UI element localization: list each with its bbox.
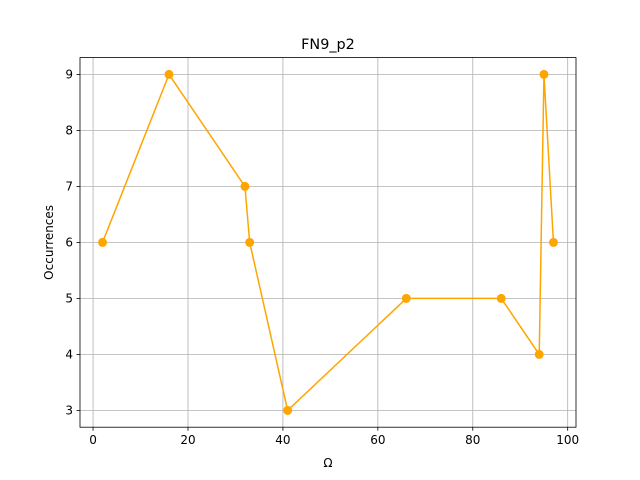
y-tick-label: 3 xyxy=(65,404,73,418)
y-tick-label: 7 xyxy=(65,180,73,194)
y-tick-label: 4 xyxy=(65,348,73,362)
y-axis-label: Occurrences xyxy=(42,205,56,280)
data-point xyxy=(98,237,108,247)
x-tick-label: 100 xyxy=(556,433,579,447)
data-point xyxy=(245,237,255,247)
data-point xyxy=(534,349,544,359)
data-point xyxy=(283,405,293,415)
x-tick-label: 20 xyxy=(180,433,195,447)
data-point xyxy=(401,293,411,303)
x-tick-label: 40 xyxy=(275,433,290,447)
y-tick-label: 5 xyxy=(65,292,73,306)
chart-title: FN9_p2 xyxy=(301,37,355,53)
axis-ticks: 0 20 40 60 80 100 3 4 5 6 7 8 9 xyxy=(65,68,579,448)
y-tick-label: 6 xyxy=(65,236,73,250)
x-tick-label: 80 xyxy=(465,433,480,447)
y-tick-label: 8 xyxy=(65,124,73,138)
x-tick-label: 0 xyxy=(89,433,97,447)
x-axis-label: Ω xyxy=(323,456,332,470)
y-tick-label: 9 xyxy=(65,68,73,82)
data-point xyxy=(548,237,558,247)
x-tick-label: 60 xyxy=(370,433,385,447)
data-point xyxy=(539,69,549,79)
grid xyxy=(80,57,576,428)
data-point xyxy=(496,293,506,303)
data-point xyxy=(164,69,174,79)
data-point xyxy=(240,181,250,191)
series-layer xyxy=(98,69,558,415)
series-line xyxy=(101,73,555,412)
plot-frame xyxy=(79,57,577,428)
